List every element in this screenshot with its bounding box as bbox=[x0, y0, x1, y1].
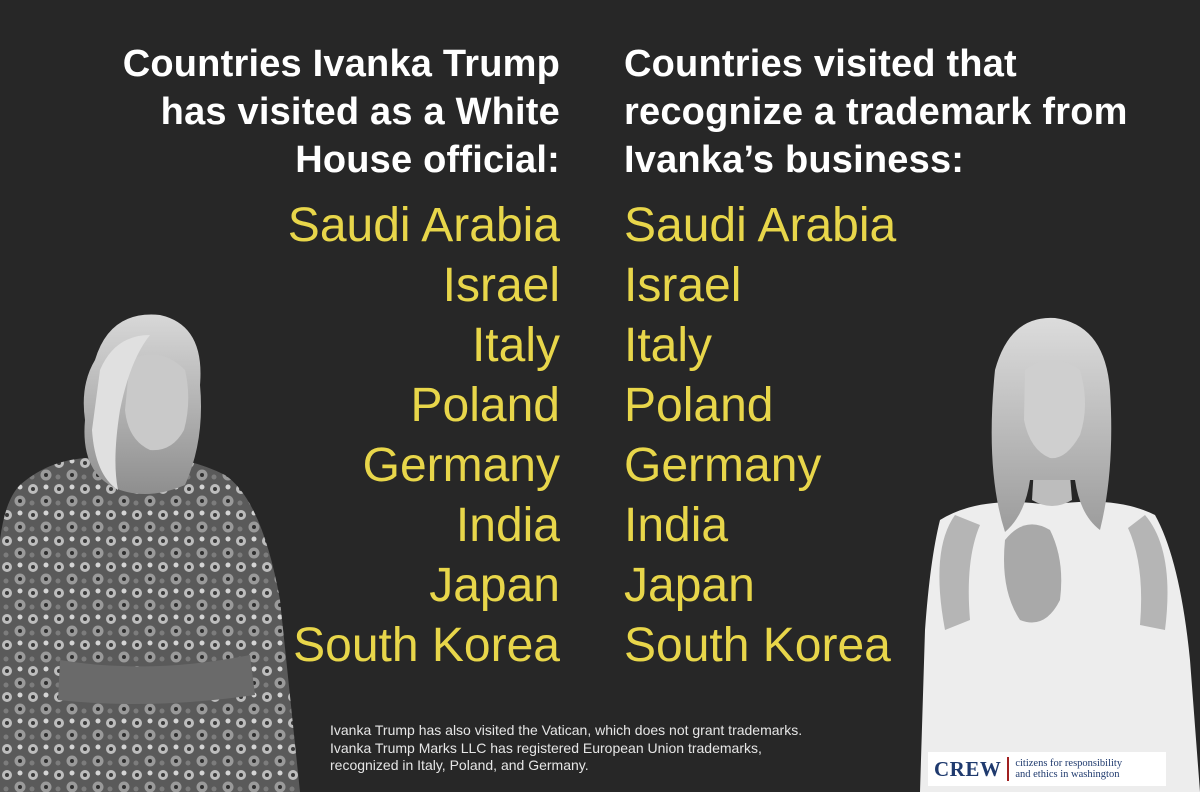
logo-tagline-line: citizens for responsibility bbox=[1015, 758, 1123, 769]
trademark-countries-list: Saudi Arabia Israel Italy Poland Germany… bbox=[624, 196, 896, 676]
right-column-heading: Countries visited that recognize a trade… bbox=[624, 40, 1184, 184]
country-item: South Korea bbox=[624, 619, 891, 672]
heading-line: House official: bbox=[295, 139, 560, 181]
person-photo-right bbox=[900, 300, 1200, 792]
country-item: Israel bbox=[442, 259, 560, 312]
footnote: Ivanka Trump has also visited the Vatica… bbox=[330, 722, 920, 775]
visited-countries-list: Saudi Arabia Israel Italy Poland Germany… bbox=[288, 196, 560, 676]
person-photo-left bbox=[0, 300, 300, 792]
country-item: Poland bbox=[624, 379, 774, 432]
heading-line: has visited as a White bbox=[160, 91, 560, 133]
country-item: India bbox=[624, 499, 729, 552]
country-item: Japan bbox=[624, 559, 755, 612]
country-item: Italy bbox=[471, 319, 560, 372]
country-item: Saudi Arabia bbox=[287, 199, 560, 252]
heading-line: Ivanka’s business: bbox=[624, 139, 965, 181]
logo-wordmark: CREW bbox=[934, 756, 1002, 781]
heading-line: recognize a trademark from bbox=[624, 91, 1128, 133]
country-item: Israel bbox=[624, 259, 742, 312]
country-item: South Korea bbox=[293, 619, 560, 672]
footnote-line: Ivanka Trump Marks LLC has registered Eu… bbox=[330, 739, 762, 756]
logo-divider bbox=[1007, 757, 1010, 781]
footnote-line: recognized in Italy, Poland, and Germany… bbox=[330, 757, 589, 773]
logo-tagline: citizens for responsibility and ethics i… bbox=[1015, 758, 1122, 780]
country-item: Germany bbox=[362, 439, 560, 492]
country-item: Germany bbox=[624, 439, 822, 492]
country-item: India bbox=[455, 499, 560, 552]
crew-logo: CREW citizens for responsibility and eth… bbox=[928, 752, 1166, 786]
country-item: Saudi Arabia bbox=[624, 199, 897, 252]
heading-line: Countries visited that bbox=[624, 43, 1017, 85]
country-item: Japan bbox=[429, 559, 560, 612]
logo-tagline-line: and ethics in washington bbox=[1015, 769, 1120, 780]
country-item: Poland bbox=[410, 379, 560, 432]
country-item: Italy bbox=[624, 319, 713, 372]
heading-line: Countries Ivanka Trump bbox=[122, 43, 560, 85]
footnote-line: Ivanka Trump has also visited the Vatica… bbox=[330, 722, 803, 738]
left-column-heading: Countries Ivanka Trump has visited as a … bbox=[40, 40, 560, 184]
